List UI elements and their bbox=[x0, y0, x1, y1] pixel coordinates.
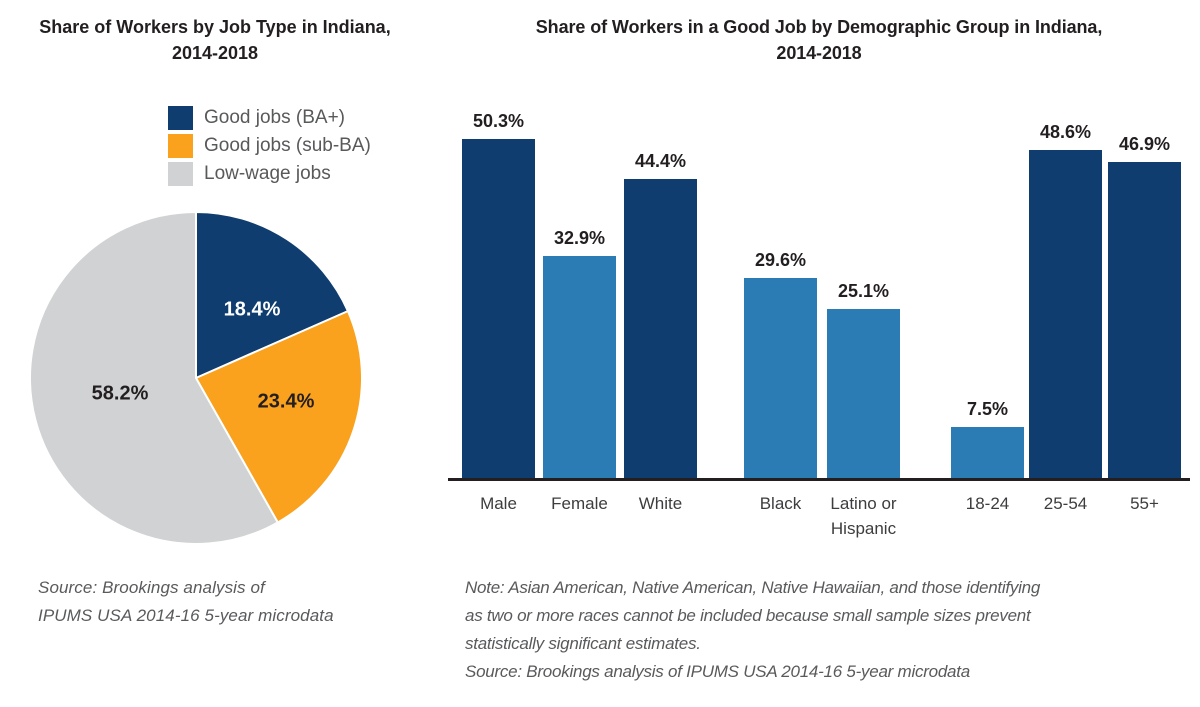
bar-value-white: 44.4% bbox=[634, 151, 687, 171]
bar-18-24 bbox=[951, 427, 1024, 478]
pie-source-note: Source: Brookings analysis of IPUMS USA … bbox=[38, 578, 334, 625]
bar-female bbox=[543, 256, 616, 478]
bar-value-latino-or-hispanic: 25.1% bbox=[837, 281, 890, 301]
pie-slice-value: 18.4% bbox=[223, 298, 281, 321]
x-axis bbox=[448, 478, 1190, 481]
legend-label: Good jobs (sub-BA) bbox=[204, 135, 371, 156]
bar-25-54 bbox=[1029, 150, 1102, 478]
legend-swatch bbox=[168, 106, 193, 130]
bar-label-latino-or-hispanic: Latino or Hispanic bbox=[830, 494, 897, 538]
bar-value-female: 32.9% bbox=[553, 228, 606, 248]
legend-item: Low-wage jobs bbox=[168, 162, 371, 186]
legend-label: Low-wage jobs bbox=[204, 163, 331, 184]
legend-label: Good jobs (BA+) bbox=[204, 107, 345, 128]
bar-value-25-54: 48.6% bbox=[1039, 122, 1092, 142]
legend-item: Good jobs (BA+) bbox=[168, 106, 371, 130]
bar-value-black: 29.6% bbox=[754, 250, 807, 270]
bar-category-row: Male Female White Black Latino or Hispanic 18… bbox=[448, 491, 1190, 551]
legend-item: Good jobs (sub-BA) bbox=[168, 134, 371, 158]
pie-chart: 18.4% 23.4% 58.2% bbox=[28, 210, 364, 546]
pie-slice-2 bbox=[29, 211, 279, 545]
pie-legend: Good jobs (BA+) Good jobs (sub-BA) Low-w… bbox=[168, 106, 371, 186]
pie-slice-value: 23.4% bbox=[257, 390, 315, 413]
bar-label-25-54: 25-54 bbox=[1043, 494, 1088, 513]
bar-55- bbox=[1108, 162, 1181, 478]
bar-label-18-24: 18-24 bbox=[965, 494, 1010, 513]
bar-chart-note: Note: Asian American, Native American, N… bbox=[465, 578, 1041, 681]
legend-swatch bbox=[168, 134, 193, 158]
bar-label-male: Male bbox=[480, 494, 517, 513]
pie-slice-0 bbox=[195, 211, 349, 379]
bar-male bbox=[462, 139, 535, 478]
bar-label-white: White bbox=[638, 494, 683, 513]
bar-label-55-: 55+ bbox=[1130, 494, 1159, 513]
legend-swatch bbox=[168, 162, 193, 186]
bar-value-male: 50.3% bbox=[472, 111, 525, 131]
bar-label-female: Female bbox=[551, 494, 608, 513]
pie-slice-value: 58.2% bbox=[91, 382, 149, 405]
bar-latino-or-hispanic bbox=[827, 309, 900, 478]
pie-slice-1 bbox=[195, 310, 363, 524]
bar-white bbox=[624, 179, 697, 478]
pie-svg bbox=[29, 211, 363, 545]
pie-chart-title: Share of Workers by Job Type in Indiana,… bbox=[39, 17, 391, 63]
bar-black bbox=[744, 278, 817, 478]
bar-label-black: Black bbox=[759, 494, 802, 513]
bar-value-18-24: 7.5% bbox=[966, 399, 1009, 419]
bar-plot: 50.3% 32.9% 44.4% 29.6% 25.1% 7.5% 48.6% 46.9% bbox=[448, 100, 1190, 481]
bar-value-55-: 46.9% bbox=[1118, 134, 1171, 154]
bar-chart-title: Share of Workers in a Good Job by Demogr… bbox=[535, 17, 1103, 63]
